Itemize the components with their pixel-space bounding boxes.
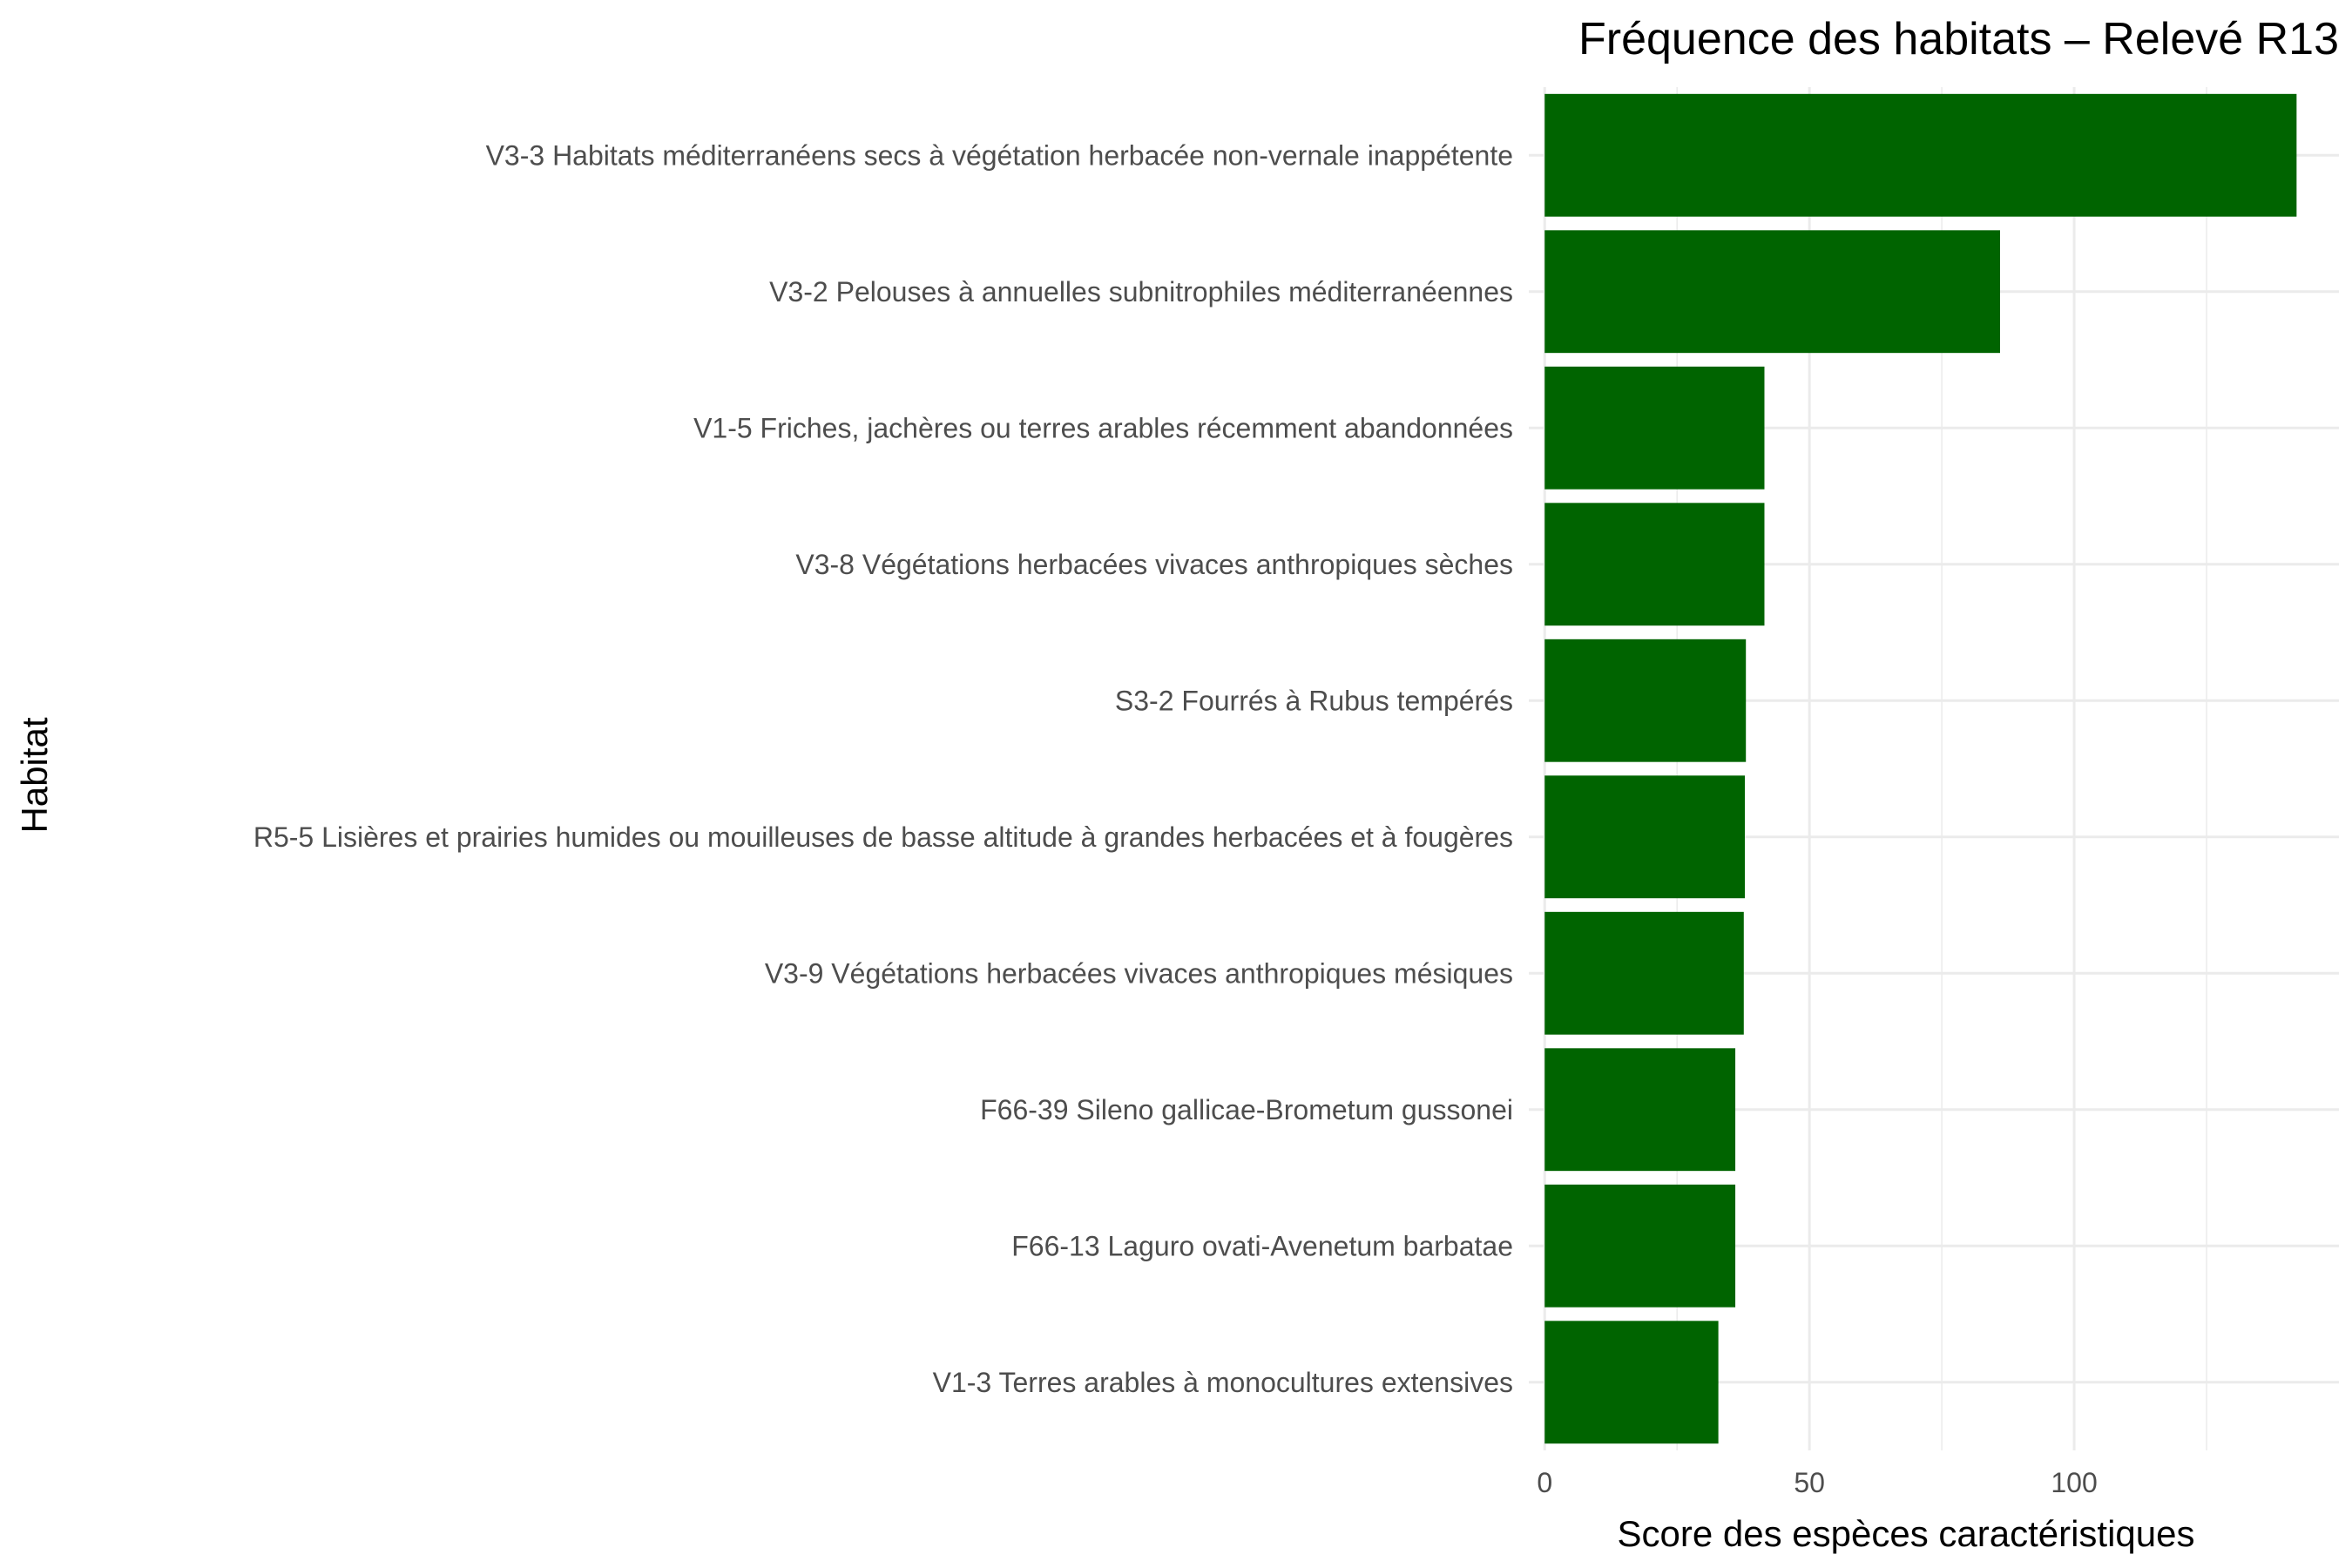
- y-tick-label: V3-9 Végétations herbacées vivaces anthr…: [765, 957, 1513, 989]
- bar: [1544, 1184, 1736, 1308]
- x-tick-labels: 0 50 100: [1537, 1467, 2097, 1498]
- bar: [1544, 639, 1747, 762]
- y-tick-label: V1-5 Friches, jachères ou terres arables…: [693, 412, 1513, 443]
- bar: [1544, 230, 2000, 354]
- y-tick-label: S3-2 Fourrés à Rubus tempérés: [1115, 685, 1513, 716]
- bar: [1544, 366, 1765, 490]
- bar: [1544, 1321, 1719, 1444]
- bar: [1544, 1048, 1736, 1172]
- y-tick-label: R5-5 Lisières et prairies humides ou mou…: [253, 821, 1513, 853]
- x-tick-label: 100: [2051, 1467, 2097, 1498]
- y-tick-label: F66-13 Laguro ovati-Avenetum barbatae: [1011, 1230, 1513, 1261]
- bar: [1544, 93, 2297, 217]
- x-tick-label: 50: [1794, 1467, 1825, 1498]
- x-tick-label: 0: [1537, 1467, 1552, 1498]
- bar: [1544, 775, 1745, 899]
- y-tick-label: V1-3 Terres arables à monocultures exten…: [933, 1367, 1513, 1398]
- y-tick-labels: V3-3 Habitats méditerranéens secs à végé…: [253, 139, 1513, 1398]
- bar: [1544, 503, 1765, 626]
- x-axis-title: Score des espèces caractéristiques: [1618, 1513, 2195, 1554]
- y-tick-label: V3-2 Pelouses à annuelles subnitrophiles…: [769, 276, 1513, 308]
- bars: [1544, 93, 2297, 1444]
- y-tick-label: F66-39 Sileno gallicae-Brometum gussonei: [980, 1094, 1513, 1125]
- y-tick-label: V3-8 Végétations herbacées vivaces anthr…: [795, 549, 1513, 580]
- chart-title: Fréquence des habitats – Relevé R13: [1578, 14, 2339, 64]
- y-tick-label: V3-3 Habitats méditerranéens secs à végé…: [486, 139, 1513, 171]
- y-axis-title: Habitat: [14, 717, 55, 833]
- bar: [1544, 911, 1744, 1035]
